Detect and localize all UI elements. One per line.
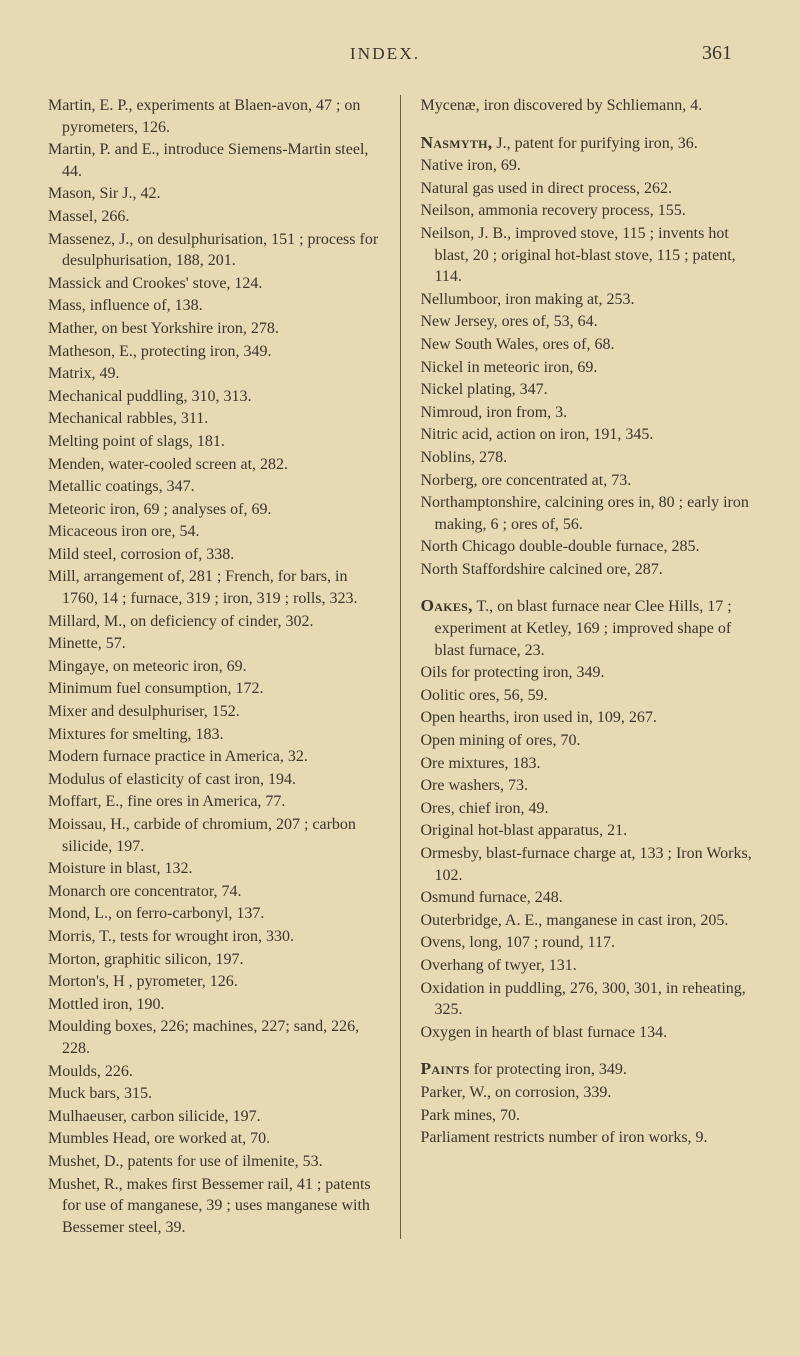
- index-entry: Ore washers, 73.: [421, 775, 753, 797]
- index-entry: Nimroud, iron from, 3.: [421, 402, 753, 424]
- index-entry: Parliament restricts number of iron work…: [421, 1127, 753, 1149]
- index-columns: Martin, E. P., experiments at Blaen-avon…: [48, 95, 752, 1239]
- index-entry: Menden, water-cooled screen at, 282.: [48, 454, 380, 476]
- index-entry: Mather, on best Yorkshire iron, 278.: [48, 318, 380, 340]
- index-entry: North Chicago double-double furnace, 285…: [421, 536, 753, 558]
- index-entry: Moisture in blast, 132.: [48, 858, 380, 880]
- headword: Paints: [421, 1059, 470, 1078]
- index-entry: Massenez, J., on desulphurisation, 151 ;…: [48, 229, 380, 272]
- index-entry: Open hearths, iron used in, 109, 267.: [421, 707, 753, 729]
- index-entry: Morton, graphitic silicon, 197.: [48, 949, 380, 971]
- index-entry: Mulhaeuser, carbon silicide, 197.: [48, 1106, 380, 1128]
- index-entry: Outerbridge, A. E., manganese in cast ir…: [421, 910, 753, 932]
- index-entry: Nickel in meteoric iron, 69.: [421, 357, 753, 379]
- index-entry: Micaceous iron ore, 54.: [48, 521, 380, 543]
- index-entry: Native iron, 69.: [421, 155, 753, 177]
- index-entry: Mottled iron, 190.: [48, 994, 380, 1016]
- index-entry: Metallic coatings, 347.: [48, 476, 380, 498]
- index-entry: Mond, L., on ferro-carbonyl, 137.: [48, 903, 380, 925]
- index-entry: Neilson, ammonia recovery process, 155.: [421, 200, 753, 222]
- index-entry: Ore mixtures, 183.: [421, 753, 753, 775]
- index-entry: Oxidation in puddling, 276, 300, 301, in…: [421, 978, 753, 1021]
- index-entry: Neilson, J. B., improved stove, 115 ; in…: [421, 223, 753, 288]
- index-entry: Meteoric iron, 69 ; analyses of, 69.: [48, 499, 380, 521]
- index-entry: Martin, P. and E., introduce Siemens-Mar…: [48, 139, 380, 182]
- index-entry: Moissau, H., carbide of chromium, 207 ; …: [48, 814, 380, 857]
- index-entry: Matrix, 49.: [48, 363, 380, 385]
- index-entry: Monarch ore concentrator, 74.: [48, 881, 380, 903]
- index-entry: New South Wales, ores of, 68.: [421, 334, 753, 356]
- index-entry: Mingaye, on meteoric iron, 69.: [48, 656, 380, 678]
- page-number: 361: [702, 40, 732, 67]
- index-entry: Melting point of slags, 181.: [48, 431, 380, 453]
- index-entry: Noblins, 278.: [421, 447, 753, 469]
- index-entry: Ores, chief iron, 49.: [421, 798, 753, 820]
- index-entry: Parker, W., on corrosion, 339.: [421, 1082, 753, 1104]
- index-entry: Overhang of twyer, 131.: [421, 955, 753, 977]
- index-entry: Original hot-blast apparatus, 21.: [421, 820, 753, 842]
- index-entry: Nitric acid, action on iron, 191, 345.: [421, 424, 753, 446]
- index-entry: Mill, arrangement of, 281 ; French, for …: [48, 566, 380, 609]
- index-entry: Park mines, 70.: [421, 1105, 753, 1127]
- index-entry: Modern furnace practice in America, 32.: [48, 746, 380, 768]
- index-entry: Morris, T., tests for wrought iron, 330.: [48, 926, 380, 948]
- index-entry: Massel, 266.: [48, 206, 380, 228]
- index-entry: Nasmyth, J., patent for purifying iron, …: [421, 131, 753, 155]
- index-entry: Osmund furnace, 248.: [421, 887, 753, 909]
- index-entry: Norberg, ore concentrated at, 73.: [421, 470, 753, 492]
- index-entry: New Jersey, ores of, 53, 64.: [421, 311, 753, 333]
- index-entry: Oils for protecting iron, 349.: [421, 662, 753, 684]
- index-column-right: Mycenæ, iron discovered by Schliemann, 4…: [421, 95, 753, 1239]
- index-entry: Oxygen in hearth of blast furnace 134.: [421, 1022, 753, 1044]
- index-entry: Minette, 57.: [48, 633, 380, 655]
- index-entry: Moffart, E., fine ores in America, 77.: [48, 791, 380, 813]
- index-entry: Moulding boxes, 226; machines, 227; sand…: [48, 1016, 380, 1059]
- index-entry: Mild steel, corrosion of, 338.: [48, 544, 380, 566]
- index-entry: Mechanical puddling, 310, 313.: [48, 386, 380, 408]
- index-entry: Nickel plating, 347.: [421, 379, 753, 401]
- index-entry: Muck bars, 315.: [48, 1083, 380, 1105]
- index-entry: Northamptonshire, calcining ores in, 80 …: [421, 492, 753, 535]
- index-entry: Matheson, E., protecting iron, 349.: [48, 341, 380, 363]
- index-entry: Martin, E. P., experiments at Blaen-avon…: [48, 95, 380, 138]
- index-entry: Millard, M., on deficiency of cinder, 30…: [48, 611, 380, 633]
- index-entry: Massick and Crookes' stove, 124.: [48, 273, 380, 295]
- index-entry: Open mining of ores, 70.: [421, 730, 753, 752]
- index-entry: Moulds, 226.: [48, 1061, 380, 1083]
- index-entry: Oakes, T., on blast furnace near Clee Hi…: [421, 594, 753, 661]
- index-entry: Mushet, D., patents for use of ilmenite,…: [48, 1151, 380, 1173]
- page-header: INDEX. 361: [48, 40, 752, 67]
- index-entry: Mycenæ, iron discovered by Schliemann, 4…: [421, 95, 753, 117]
- index-column-left: Martin, E. P., experiments at Blaen-avon…: [48, 95, 380, 1239]
- index-entry: Mixer and desulphuriser, 152.: [48, 701, 380, 723]
- index-entry: Nellumboor, iron making at, 253.: [421, 289, 753, 311]
- index-entry: Paints for protecting iron, 349.: [421, 1057, 753, 1081]
- running-head-text: INDEX.: [350, 42, 420, 65]
- index-entry: Mixtures for smelting, 183.: [48, 724, 380, 746]
- index-entry: Minimum fuel consumption, 172.: [48, 678, 380, 700]
- headword: Oakes,: [421, 596, 473, 615]
- index-entry: Ormesby, blast-furnace charge at, 133 ; …: [421, 843, 753, 886]
- index-entry: Modulus of elasticity of cast iron, 194.: [48, 769, 380, 791]
- index-entry: Ovens, long, 107 ; round, 117.: [421, 932, 753, 954]
- index-entry: Natural gas used in direct process, 262.: [421, 178, 753, 200]
- index-entry: Mumbles Head, ore worked at, 70.: [48, 1128, 380, 1150]
- index-entry: North Staffordshire calcined ore, 287.: [421, 559, 753, 581]
- index-entry: Mushet, R., makes first Bessemer rail, 4…: [48, 1174, 380, 1239]
- index-entry: Mechanical rabbles, 311.: [48, 408, 380, 430]
- index-entry: Mason, Sir J., 42.: [48, 183, 380, 205]
- index-entry: Morton's, H , pyrometer, 126.: [48, 971, 380, 993]
- index-entry: Oolitic ores, 56, 59.: [421, 685, 753, 707]
- index-entry: Mass, influence of, 138.: [48, 295, 380, 317]
- headword: Nasmyth,: [421, 133, 493, 152]
- column-divider: [400, 95, 401, 1239]
